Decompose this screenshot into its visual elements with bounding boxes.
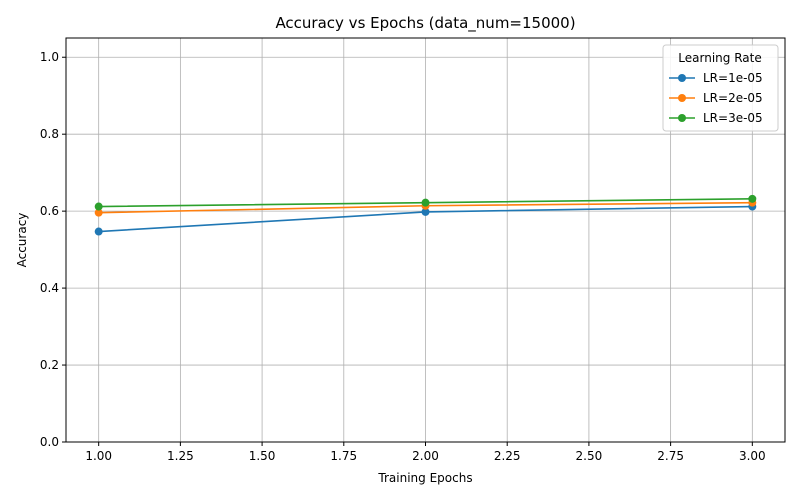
- series-group: [94, 194, 757, 236]
- legend-marker: [678, 114, 686, 122]
- y-tick-label: 0.4: [40, 281, 59, 295]
- x-tick-label: 3.00: [739, 449, 766, 463]
- legend-marker: [678, 94, 686, 102]
- series-3: [94, 194, 757, 211]
- data-point: [94, 202, 103, 211]
- data-point: [748, 194, 757, 203]
- x-tick-label: 1.00: [85, 449, 112, 463]
- data-point: [94, 227, 103, 236]
- y-tick-label: 0.0: [40, 435, 59, 449]
- y-tick-label: 0.8: [40, 127, 59, 141]
- x-tick-label: 2.75: [657, 449, 684, 463]
- chart-title: Accuracy vs Epochs (data_num=15000): [275, 14, 575, 33]
- y-tick-label: 0.2: [40, 358, 59, 372]
- y-tick-label: 0.6: [40, 204, 59, 218]
- legend-items: LR=1e-05 LR=2e-05 LR=3e-05: [669, 71, 763, 125]
- x-tick-label: 1.25: [167, 449, 194, 463]
- legend-item: LR=3e-05: [669, 111, 763, 125]
- data-point: [94, 208, 103, 217]
- x-tick-label: 2.50: [576, 449, 603, 463]
- legend-label: LR=2e-05: [703, 91, 763, 105]
- legend: Learning Rate LR=1e-05 LR=2e-05 LR=3e-05: [662, 44, 779, 132]
- legend-item: LR=2e-05: [669, 91, 763, 105]
- legend-label: LR=1e-05: [703, 71, 763, 85]
- y-tick-label: 1.0: [40, 50, 59, 64]
- data-point: [421, 198, 430, 207]
- legend-item: LR=1e-05: [669, 71, 763, 85]
- x-tick-label: 2.25: [494, 449, 521, 463]
- plot-frame: [65, 37, 786, 443]
- x-tick-label: 2.00: [412, 449, 439, 463]
- x-tick-label: 1.75: [330, 449, 357, 463]
- legend-marker: [678, 74, 686, 82]
- data-point: [421, 207, 430, 216]
- x-axis-label: Training Epochs: [377, 471, 472, 485]
- y-axis-ticks: 0.0 0.2 0.4 0.6 0.8 1.0: [40, 50, 66, 449]
- y-axis-label: Accuracy: [15, 213, 29, 268]
- legend-box: [662, 44, 779, 132]
- x-axis-ticks: 1.00 1.25 1.50 1.75 2.00 2.25 2.50 2.75 3.00: [85, 442, 766, 463]
- x-tick-label: 1.50: [249, 449, 276, 463]
- legend-label: LR=3e-05: [703, 111, 763, 125]
- legend-title: Learning Rate: [678, 51, 761, 65]
